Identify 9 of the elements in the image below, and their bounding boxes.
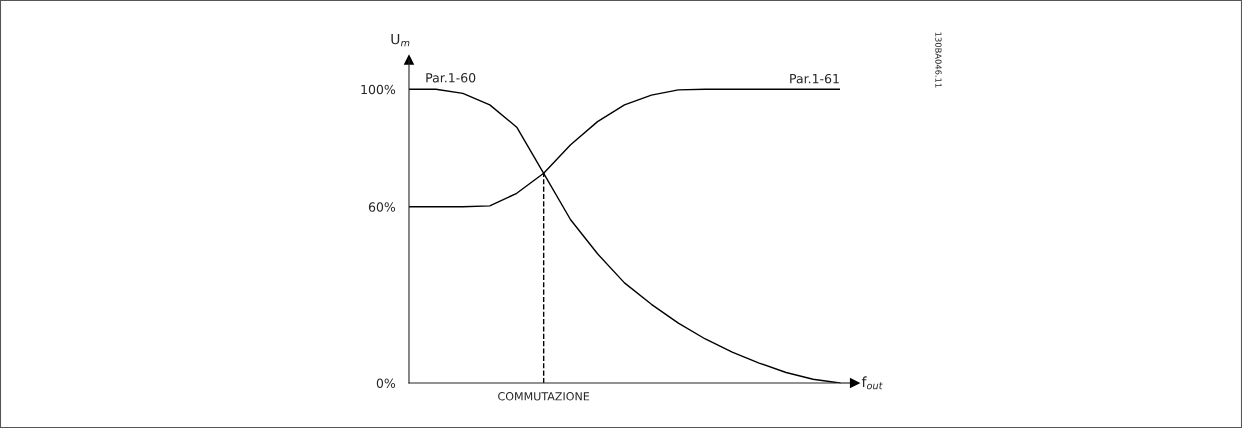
- series-label: Par.1-60: [426, 73, 476, 83]
- text: 130BA046.11: [935, 32, 942, 88]
- series-label: Par.1-61: [790, 73, 839, 84]
- text: COMMUTAZIONE: [498, 392, 590, 401]
- y-axis-title: U$_{m}$: [391, 33, 410, 47]
- y-tick-label: 100%: [361, 84, 396, 95]
- y-tick-label: 0%: [376, 378, 396, 388]
- text: f$_{out}$: [861, 376, 883, 390]
- y-tick-label: 60%: [368, 202, 396, 212]
